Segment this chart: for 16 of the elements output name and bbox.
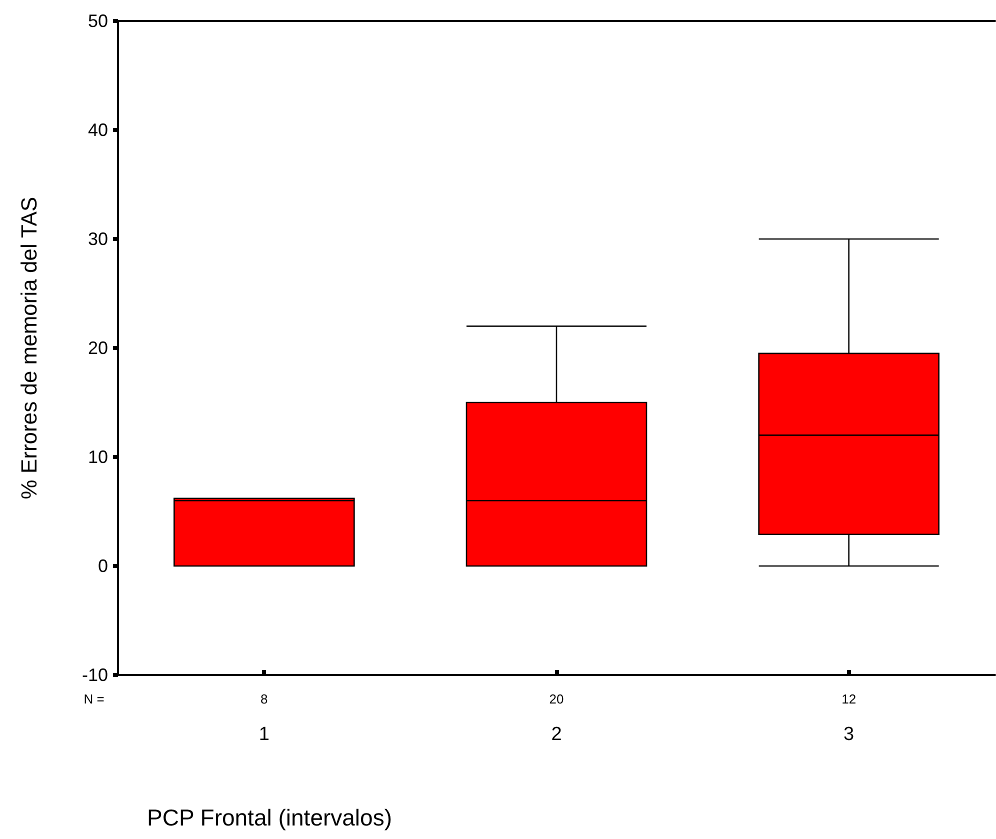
y-axis-title: % Errores de memoria del TAS xyxy=(16,196,42,500)
y-tick-label: 10 xyxy=(88,447,108,467)
x-tick-label: 2 xyxy=(551,724,562,745)
y-tick-label: 20 xyxy=(88,338,108,358)
y-tick-label: 40 xyxy=(88,120,108,140)
x-tick-label: 3 xyxy=(844,724,854,745)
text: 20 xyxy=(549,692,564,706)
x-axis-title: PCP Frontal (intervalos) xyxy=(147,804,392,830)
y-tick-label: 30 xyxy=(88,229,108,249)
text: 8 xyxy=(260,692,268,706)
x-tick-label: 1 xyxy=(258,724,270,745)
text: N = xyxy=(84,692,104,706)
y-tick-label: -10 xyxy=(82,665,108,685)
text: 12 xyxy=(842,692,856,706)
y-tick-label: 50 xyxy=(88,11,108,31)
y-tick-label: 0 xyxy=(98,556,108,576)
